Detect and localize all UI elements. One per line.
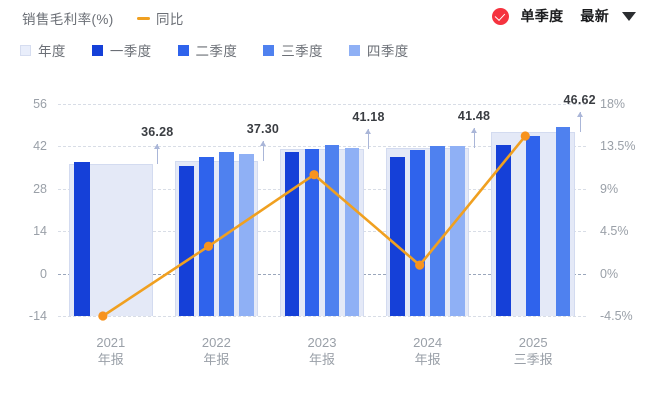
quarter-bar[interactable] xyxy=(284,151,300,316)
legend-item-annual[interactable]: 年度 xyxy=(20,40,66,60)
chart-header: 销售毛利率(%) 同比 单季度 最新 xyxy=(0,0,650,34)
yoy-legend-label: 同比 xyxy=(156,12,184,27)
value-pointer-arrow xyxy=(471,127,478,148)
quarter-bar[interactable] xyxy=(219,151,234,316)
y-axis-right-tick: -4.5% xyxy=(600,309,633,323)
legend-swatch-q4 xyxy=(348,44,360,56)
bar-value-label: 41.18 xyxy=(352,109,385,124)
quarter-bar[interactable] xyxy=(344,148,360,316)
bar-value-label: 46.62 xyxy=(563,93,596,108)
legend-swatch-q3 xyxy=(263,44,275,56)
value-pointer-arrow xyxy=(365,128,372,149)
value-pointer-arrow xyxy=(154,143,161,164)
gridline xyxy=(58,316,586,317)
legend-swatch-q1 xyxy=(91,44,103,56)
bar-value-label: 37.30 xyxy=(246,121,279,136)
bar-value-label: 41.48 xyxy=(457,108,491,123)
bar-group[interactable] xyxy=(174,104,259,316)
y-axis-left-tick: 42 xyxy=(33,139,47,154)
y-axis-right-tick: 9% xyxy=(600,181,619,196)
header-controls: 单季度 最新 xyxy=(492,6,636,26)
x-axis-tick: 2023 年报 xyxy=(308,334,337,368)
gridline xyxy=(58,104,586,105)
quarter-bar[interactable] xyxy=(304,149,320,316)
legend-item-q2[interactable]: 二季度 xyxy=(177,40,238,60)
quarter-bar[interactable] xyxy=(324,144,340,316)
y-axis-right-tick: 13.5% xyxy=(600,139,636,154)
legend-label-q2: 二季度 xyxy=(195,44,238,59)
single-quarter-toggle[interactable]: 单季度 xyxy=(520,8,564,24)
bar-value-label: 36.28 xyxy=(141,124,174,139)
x-axis-tick-line: 三季报 xyxy=(513,352,553,367)
quarter-bar[interactable] xyxy=(238,153,254,316)
bar-group[interactable] xyxy=(385,104,470,316)
x-axis-tick-line: 年报 xyxy=(203,352,230,367)
quarter-bar[interactable] xyxy=(179,165,194,316)
series-legend: 年度 一季度 二季度 三季度 四季度 xyxy=(20,40,435,60)
x-axis-tick: 2025 三季报 xyxy=(514,334,553,368)
check-circle-icon[interactable] xyxy=(492,7,510,25)
legend-label-q1: 一季度 xyxy=(109,44,152,59)
quarter-bar[interactable] xyxy=(390,157,406,316)
quarter-bar[interactable] xyxy=(525,136,541,316)
x-axis-tick-line: 年报 xyxy=(414,352,441,367)
x-axis-tick: 2022 年报 xyxy=(202,334,231,368)
yoy-line-swatch xyxy=(137,16,150,20)
legend-item-q1[interactable]: 一季度 xyxy=(91,40,152,60)
quarter-bar[interactable] xyxy=(73,162,91,316)
legend-label-q3: 三季度 xyxy=(281,44,323,59)
x-axis-tick-line: 年报 xyxy=(308,352,336,367)
quarter-bar[interactable] xyxy=(430,146,445,316)
legend-swatch-annual xyxy=(20,44,31,56)
quarter-bar[interactable] xyxy=(199,156,214,316)
x-axis-tick-line: 2021 xyxy=(96,335,126,350)
value-pointer-arrow xyxy=(576,112,583,133)
quarter-bar[interactable] xyxy=(555,127,571,316)
latest-dropdown-label[interactable]: 最新 xyxy=(580,8,609,24)
bar-group[interactable] xyxy=(491,104,575,316)
y-axis-right-tick: 0% xyxy=(600,266,619,281)
quarter-bar[interactable] xyxy=(496,144,511,316)
legend-label-q4: 四季度 xyxy=(366,44,409,59)
value-pointer-arrow xyxy=(259,140,266,161)
bar-group[interactable] xyxy=(280,104,364,316)
page-title: 销售毛利率(%) xyxy=(22,12,114,27)
legend-item-q4[interactable]: 四季度 xyxy=(348,40,409,60)
legend-item-q3[interactable]: 三季度 xyxy=(263,40,323,60)
x-axis-tick: 2024 年报 xyxy=(413,334,442,368)
legend-swatch-q2 xyxy=(177,44,189,56)
y-axis-right-tick: 18% xyxy=(600,97,626,111)
plot-area: 56 42 28 14 0 -14 18% 13.5% 9% 4.5% 0% -4.5% 36.28 20… xyxy=(29,93,636,367)
x-axis-tick-line: 年报 xyxy=(97,352,124,367)
chevron-down-icon[interactable] xyxy=(622,11,636,21)
y-axis-left-tick: -14 xyxy=(28,309,47,323)
y-axis-left-tick: 14 xyxy=(33,224,47,239)
bar-group[interactable] xyxy=(69,104,153,316)
quarter-bar[interactable] xyxy=(450,145,465,316)
y-axis-left-tick: 0 xyxy=(40,266,47,281)
y-axis-right-tick: 4.5% xyxy=(600,224,629,239)
x-axis-tick: 2021 年报 xyxy=(96,334,125,368)
x-axis-tick-line: 2023 xyxy=(307,335,337,350)
legend-item-yoy[interactable]: 同比 xyxy=(137,8,184,28)
legend-label-annual: 年度 xyxy=(38,44,66,59)
x-axis-tick-line: 2025 xyxy=(518,335,548,350)
x-axis-tick-line: 2022 xyxy=(201,335,231,350)
y-axis-left-tick: 28 xyxy=(33,181,47,196)
x-axis-tick-line: 2024 xyxy=(413,335,443,350)
quarter-bar[interactable] xyxy=(410,150,425,316)
y-axis-left-tick: 56 xyxy=(33,97,47,111)
